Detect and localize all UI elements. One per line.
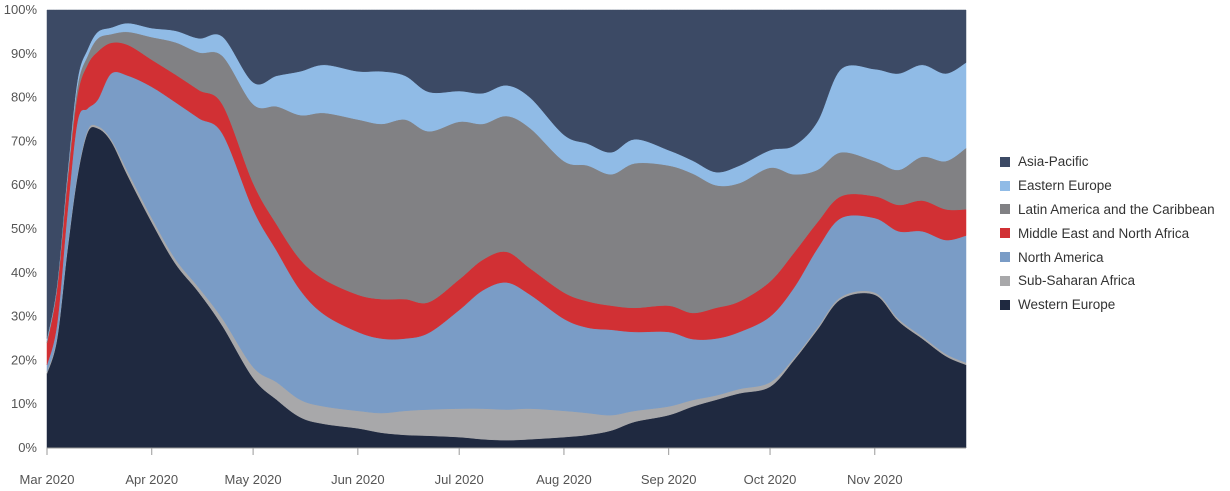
legend-swatch xyxy=(1000,204,1010,215)
x-tick-label: Nov 2020 xyxy=(847,472,903,487)
x-tick-label: Jun 2020 xyxy=(331,472,385,487)
x-tick-label: Oct 2020 xyxy=(744,472,797,487)
legend-swatch xyxy=(1000,275,1010,286)
legend-swatch xyxy=(1000,180,1010,191)
y-tick-label: 0% xyxy=(18,440,37,455)
plot-area xyxy=(46,9,967,449)
legend-label: Eastern Europe xyxy=(1018,178,1112,194)
x-tick-label: Aug 2020 xyxy=(536,472,592,487)
y-tick-label: 10% xyxy=(11,396,37,411)
y-tick-label: 70% xyxy=(11,133,37,148)
legend-item-western-europe: Western Europe xyxy=(1000,293,1215,317)
y-tick-label: 20% xyxy=(11,352,37,367)
legend-swatch xyxy=(1000,156,1010,167)
y-tick-label: 50% xyxy=(11,221,37,236)
x-tick-label: Jul 2020 xyxy=(435,472,484,487)
legend-label: Latin America and the Caribbean xyxy=(1018,201,1215,217)
legend-item-asia-pacific: Asia-Pacific xyxy=(1000,150,1215,174)
x-tick-label: Mar 2020 xyxy=(20,472,75,487)
y-tick-label: 100% xyxy=(4,2,38,17)
legend-label: North America xyxy=(1018,249,1104,265)
y-tick-label: 30% xyxy=(11,309,37,324)
legend-item-sub-saharan-africa: Sub-Saharan Africa xyxy=(1000,269,1215,293)
y-tick-label: 80% xyxy=(11,90,37,105)
chart-legend: Asia-Pacific Eastern Europe Latin America … xyxy=(1000,150,1215,317)
legend-label: Western Europe xyxy=(1018,297,1116,313)
legend-item-north-america: North America xyxy=(1000,245,1215,269)
legend-label: Middle East and North Africa xyxy=(1018,225,1190,241)
legend-label: Asia-Pacific xyxy=(1018,154,1089,170)
area-asia-pacific xyxy=(46,9,967,339)
legend-item-middle-east-and-north-africa: Middle East and North Africa xyxy=(1000,221,1215,245)
legend-label: Sub-Saharan Africa xyxy=(1018,273,1136,289)
y-tick-label: 60% xyxy=(11,177,37,192)
y-tick-label: 90% xyxy=(11,46,37,61)
legend-swatch xyxy=(1000,299,1010,310)
legend-item-eastern-europe: Eastern Europe xyxy=(1000,174,1215,198)
x-tick-label: Apr 2020 xyxy=(125,472,178,487)
y-tick-label: 40% xyxy=(11,265,37,280)
legend-swatch xyxy=(1000,252,1010,263)
x-tick-label: Sep 2020 xyxy=(641,472,697,487)
legend-item-latin-america-and-the-caribbean: Latin America and the Caribbean xyxy=(1000,198,1215,222)
axes: 0% 10% 20% 30% 40% 50% 60% 70% 80% 90% 100% Mar 202… xyxy=(4,2,966,487)
legend-swatch xyxy=(1000,228,1010,239)
x-tick-label: May 2020 xyxy=(225,472,282,487)
